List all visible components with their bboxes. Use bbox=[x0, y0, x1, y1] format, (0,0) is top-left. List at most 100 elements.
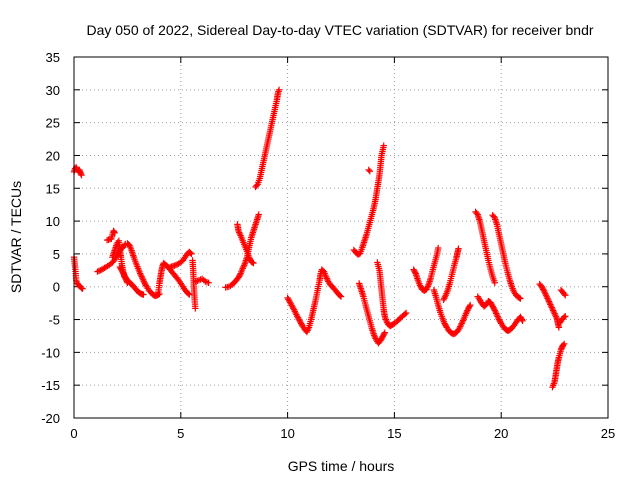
data-point bbox=[459, 317, 467, 324]
data-point bbox=[240, 263, 247, 271]
data-point bbox=[466, 303, 473, 310]
data-point bbox=[245, 253, 253, 261]
data-point bbox=[381, 329, 388, 336]
data-point bbox=[458, 320, 465, 327]
data-point bbox=[462, 310, 470, 317]
data-point bbox=[518, 316, 526, 323]
data-point bbox=[467, 301, 474, 309]
data-point bbox=[542, 290, 549, 297]
data-point bbox=[336, 292, 344, 299]
x-axis-title: GPS time / hours bbox=[288, 458, 395, 474]
data-point bbox=[549, 307, 557, 314]
data-point bbox=[546, 299, 553, 307]
data-point bbox=[561, 290, 568, 298]
data-point bbox=[547, 301, 554, 308]
data-point bbox=[548, 304, 555, 311]
data-point bbox=[494, 313, 501, 320]
y-tick-label: 30 bbox=[46, 83, 60, 98]
data-point bbox=[559, 341, 567, 349]
data-point bbox=[490, 305, 498, 313]
data-point bbox=[275, 86, 283, 94]
data-point bbox=[383, 317, 390, 325]
data-point bbox=[492, 308, 499, 316]
data-point bbox=[337, 293, 345, 300]
data-point bbox=[519, 317, 526, 325]
data-point bbox=[370, 332, 378, 339]
data-point bbox=[493, 311, 501, 319]
y-tick-label: 20 bbox=[46, 148, 60, 163]
data-point bbox=[253, 182, 260, 189]
data-point bbox=[549, 305, 556, 313]
data-point bbox=[305, 325, 312, 333]
data-point bbox=[187, 249, 194, 257]
data-point bbox=[172, 261, 180, 269]
data-point bbox=[137, 270, 144, 277]
data-point bbox=[171, 262, 178, 269]
data-point bbox=[402, 309, 410, 317]
y-tick-label: 15 bbox=[46, 181, 60, 196]
data-point bbox=[380, 330, 388, 338]
y-tick-label: 5 bbox=[53, 247, 60, 262]
data-point bbox=[562, 292, 569, 299]
data-point bbox=[186, 291, 193, 298]
data-point bbox=[78, 171, 85, 179]
grid bbox=[74, 57, 608, 418]
y-tick-label: -15 bbox=[41, 378, 60, 393]
data-point bbox=[250, 259, 257, 267]
y-tick-label: -20 bbox=[41, 411, 60, 426]
data-point bbox=[235, 227, 242, 235]
data-point bbox=[366, 168, 374, 175]
data-point bbox=[240, 262, 248, 269]
data-point bbox=[139, 274, 146, 282]
data-point bbox=[97, 267, 104, 274]
data-point bbox=[540, 287, 548, 294]
data-point bbox=[255, 211, 262, 218]
y-tick-labels: -20 -15 -10 -5 0 5 10 15 20 25 30 35 bbox=[41, 50, 60, 426]
data-point bbox=[205, 279, 212, 286]
data-point bbox=[236, 230, 244, 238]
data-point bbox=[441, 293, 449, 300]
y-tick-label: 25 bbox=[46, 116, 60, 131]
data-point bbox=[516, 294, 523, 302]
data-point bbox=[365, 166, 372, 174]
data-point bbox=[423, 284, 431, 292]
data-point bbox=[550, 308, 558, 316]
data-point bbox=[493, 310, 500, 317]
data-point bbox=[542, 292, 550, 299]
data-point bbox=[562, 313, 569, 320]
data-point bbox=[140, 278, 147, 285]
data-points bbox=[70, 86, 569, 391]
x-tick-label: 0 bbox=[70, 426, 77, 441]
data-point bbox=[304, 327, 311, 334]
data-point bbox=[455, 245, 462, 252]
data-point bbox=[544, 296, 552, 304]
data-point bbox=[456, 324, 463, 332]
data-point bbox=[185, 290, 192, 297]
data-point bbox=[382, 316, 390, 323]
data-point bbox=[547, 302, 555, 310]
data-point bbox=[463, 308, 470, 316]
x-tick-labels: 0 5 10 15 20 25 bbox=[70, 426, 615, 441]
data-point bbox=[188, 250, 195, 258]
x-tick-label: 25 bbox=[601, 426, 615, 441]
data-point bbox=[543, 293, 550, 300]
data-point bbox=[111, 229, 118, 237]
data-point bbox=[371, 333, 379, 341]
x-tick-label: 5 bbox=[177, 426, 184, 441]
data-point bbox=[79, 285, 86, 292]
data-point bbox=[140, 291, 147, 298]
plot-frame bbox=[73, 56, 609, 419]
data-point bbox=[440, 296, 447, 304]
data-point bbox=[495, 314, 502, 322]
data-point bbox=[95, 267, 103, 275]
data-point bbox=[249, 259, 256, 266]
data-point bbox=[239, 265, 246, 272]
data-point bbox=[246, 255, 254, 262]
y-tick-label: -10 bbox=[41, 345, 60, 360]
data-point bbox=[138, 273, 145, 280]
data-point bbox=[380, 142, 387, 149]
data-point bbox=[78, 284, 85, 292]
y-tick-label: 35 bbox=[46, 50, 60, 65]
data-point bbox=[139, 276, 147, 283]
